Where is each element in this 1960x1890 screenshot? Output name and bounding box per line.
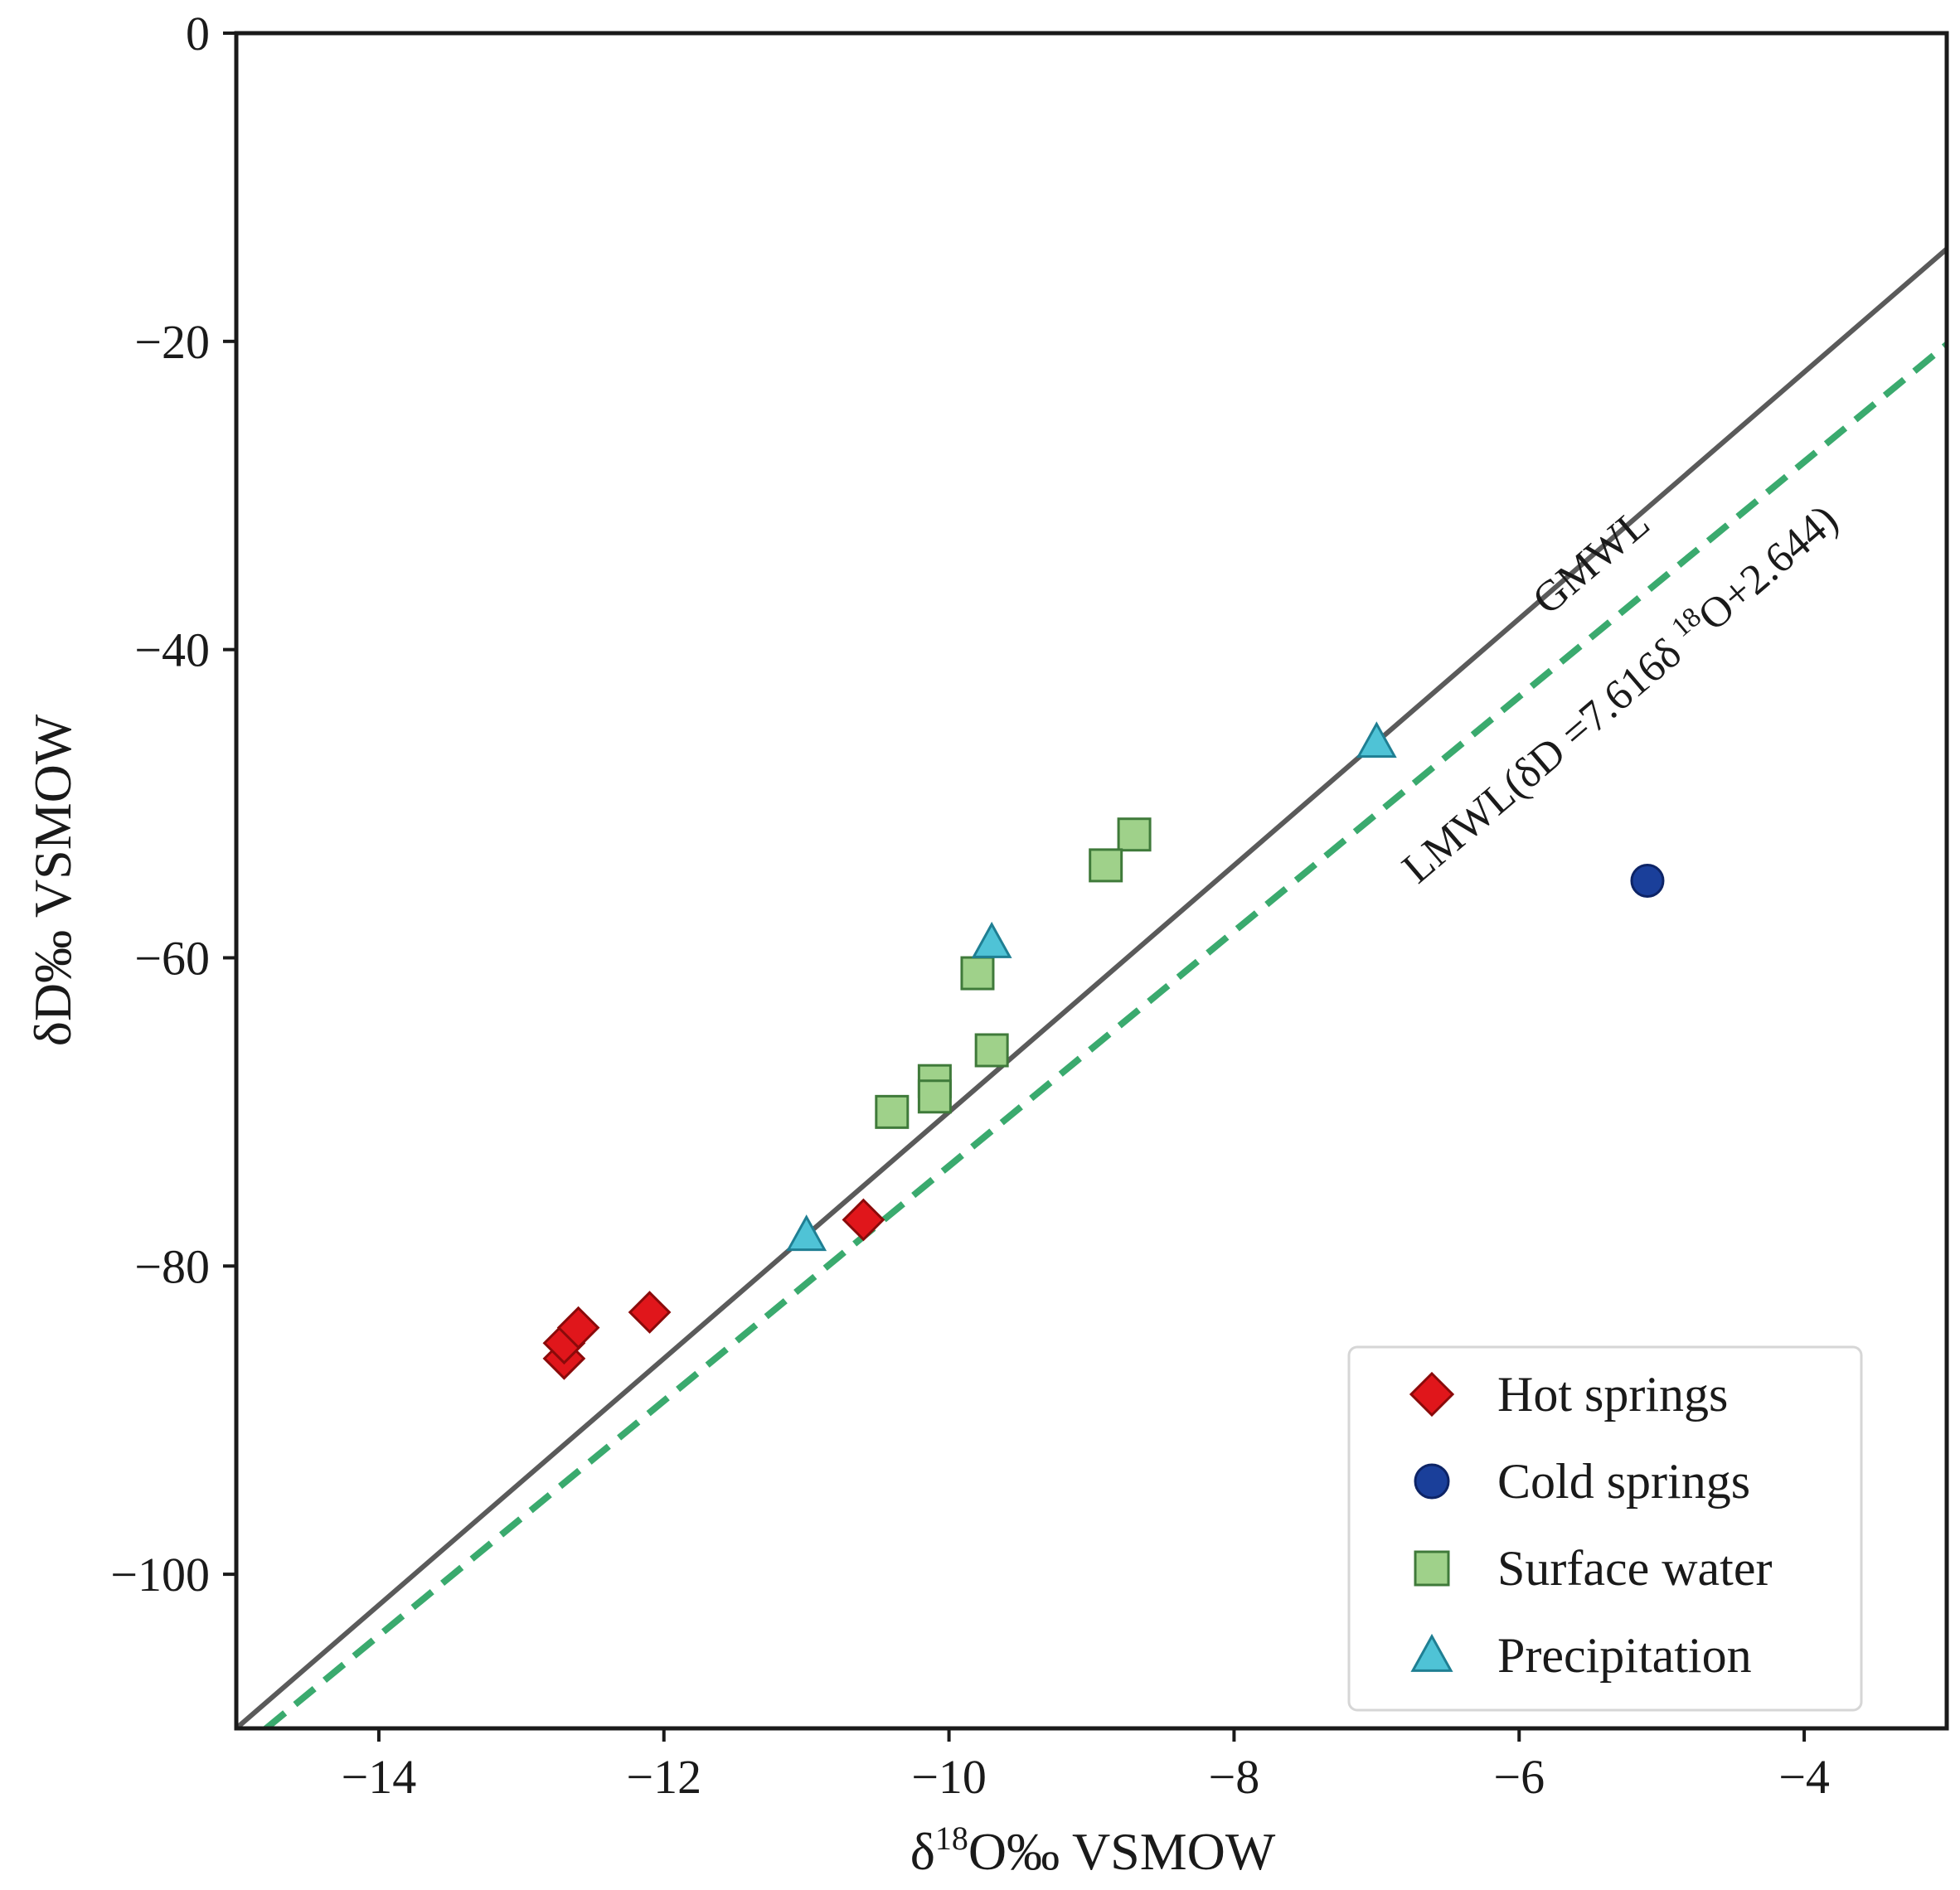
precipitation-point — [1356, 721, 1397, 758]
surface-water-point — [917, 1079, 952, 1114]
y-tick-label: −40 — [134, 623, 210, 677]
surface-water-point — [960, 956, 995, 991]
gmwl-line — [236, 247, 1947, 1728]
x-tick-label: −12 — [626, 1750, 701, 1804]
cold-springs-point — [1630, 864, 1665, 898]
x-tick-label: −10 — [911, 1750, 987, 1804]
legend: Hot springs Cold springs Surface water Prec… — [1347, 1345, 1863, 1712]
precipitation-point — [971, 921, 1012, 958]
y-tick-label: −80 — [134, 1239, 210, 1293]
hot-springs-point — [842, 1198, 885, 1242]
legend-label-hot-springs: Hot springs — [1497, 1367, 1728, 1422]
legend-marker-precipitation — [1410, 1633, 1453, 1672]
x-tick-label: −8 — [1209, 1750, 1260, 1804]
legend-box — [1347, 1345, 1863, 1712]
legend-label-cold-springs: Cold springs — [1497, 1454, 1750, 1509]
surface-water-point — [1117, 817, 1152, 852]
y-axis-title-group: δD‰ VSMOW — [23, 714, 82, 1046]
legend-label-surface-water: Surface water — [1497, 1541, 1772, 1596]
points-layer — [542, 721, 1665, 1380]
surface-water-point — [875, 1094, 910, 1129]
y-tick-label: 0 — [186, 7, 210, 61]
x-axis-title: δ18O‰ VSMOW — [910, 1820, 1276, 1881]
ticks-layer: −14 −12 −10 −8 −6 −40−20−40−60−80−100 — [110, 7, 1830, 1804]
hot-springs-point — [628, 1291, 672, 1334]
x-tick-label: −4 — [1778, 1750, 1830, 1804]
plot-frame — [234, 31, 1949, 1731]
y-tick-label: −20 — [134, 315, 210, 369]
y-tick-label: −100 — [110, 1548, 210, 1602]
legend-label-precipitation: Precipitation — [1497, 1628, 1752, 1683]
precipitation-point — [786, 1214, 827, 1252]
legend-marker-hot-springs — [1409, 1371, 1455, 1418]
x-tick-label: −6 — [1493, 1750, 1545, 1804]
surface-water-point — [974, 1033, 1009, 1068]
y-axis-title: δD‰ VSMOW — [23, 714, 82, 1046]
hot-springs-point — [556, 1306, 600, 1350]
lmwl-line — [260, 342, 1947, 1728]
legend-items: Hot springs Cold springs Surface water Prec… — [1409, 1367, 1772, 1683]
y-tick-label: −60 — [134, 931, 210, 985]
surface-water-point — [1089, 848, 1123, 883]
legend-marker-surface-water — [1414, 1550, 1450, 1587]
lines-layer — [236, 247, 1947, 1728]
legend-marker-cold-springs — [1414, 1463, 1450, 1500]
x-tick-label: −14 — [342, 1750, 417, 1804]
